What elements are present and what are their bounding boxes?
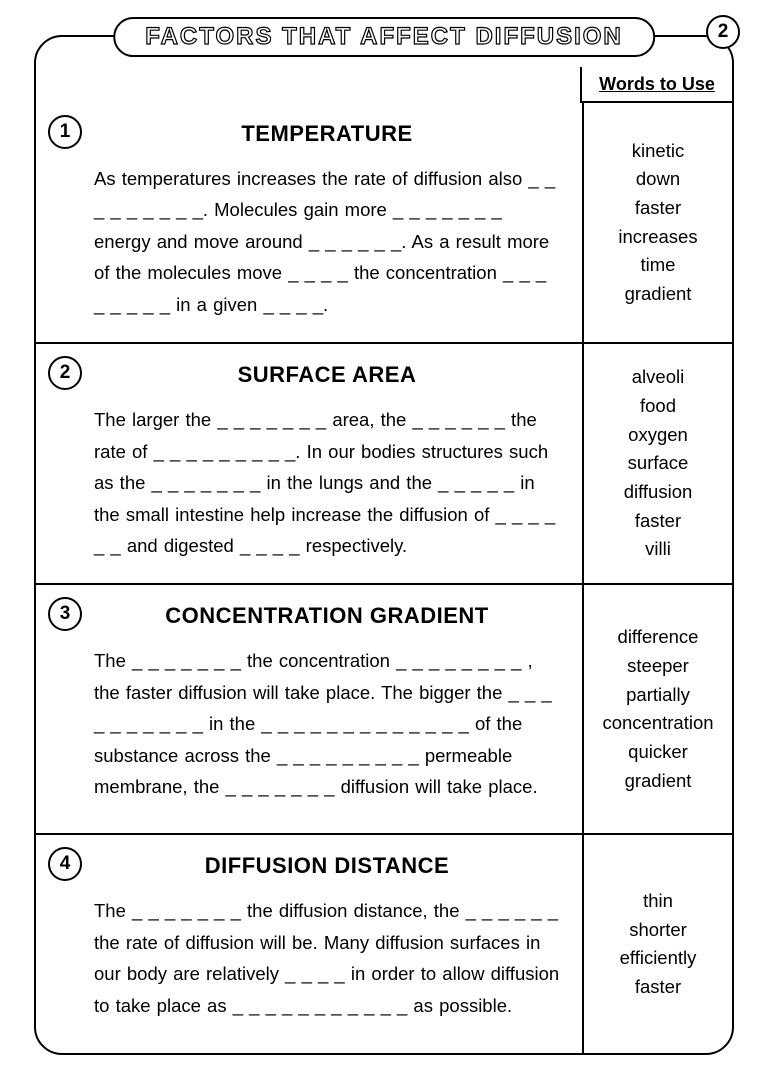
word: concentration xyxy=(602,709,713,738)
section-body: The larger the _ _ _ _ _ _ _ area, the _… xyxy=(94,404,560,561)
word: surface xyxy=(628,449,689,478)
section-body: As temperatures increases the rate of di… xyxy=(94,163,560,320)
section-row: 2 SURFACE AREA The larger the _ _ _ _ _ … xyxy=(36,344,732,585)
worksheet-title: FACTORS THAT AFFECT DIFFUSION xyxy=(145,23,623,50)
words-to-use-header-row: Words to Use xyxy=(36,67,732,103)
section-content: 3 CONCENTRATION GRADIENT The _ _ _ _ _ _… xyxy=(36,585,582,833)
words-cell: kinetic down faster increases time gradi… xyxy=(582,103,732,342)
word: quicker xyxy=(628,738,688,767)
section-body: The _ _ _ _ _ _ _ the diffusion distance… xyxy=(94,895,560,1021)
word: oxygen xyxy=(628,421,688,450)
word: faster xyxy=(635,507,681,536)
word: down xyxy=(636,165,680,194)
section-title: CONCENTRATION GRADIENT xyxy=(94,603,560,629)
word: difference xyxy=(618,623,699,652)
word: villi xyxy=(645,535,671,564)
words-cell: difference steeper partially concentrati… xyxy=(582,585,732,833)
section-body: The _ _ _ _ _ _ _ the concentration _ _ … xyxy=(94,645,560,802)
word: gradient xyxy=(625,767,692,796)
word: partially xyxy=(626,681,690,710)
word: faster xyxy=(635,973,681,1002)
section-number: 4 xyxy=(48,847,82,881)
section-content: 2 SURFACE AREA The larger the _ _ _ _ _ … xyxy=(36,344,582,583)
word: alveoli xyxy=(632,363,684,392)
word: time xyxy=(641,251,676,280)
section-number: 2 xyxy=(48,356,82,390)
section-title: DIFFUSION DISTANCE xyxy=(94,853,560,879)
section-title: SURFACE AREA xyxy=(94,362,560,388)
word: food xyxy=(640,392,676,421)
word: faster xyxy=(635,194,681,223)
section-number: 3 xyxy=(48,597,82,631)
section-content: 1 TEMPERATURE As temperatures increases … xyxy=(36,103,582,342)
section-row: 1 TEMPERATURE As temperatures increases … xyxy=(36,103,732,344)
word: steeper xyxy=(627,652,689,681)
worksheet-title-pill: FACTORS THAT AFFECT DIFFUSION xyxy=(113,17,655,57)
words-cell: thin shorter efficiently faster xyxy=(582,835,732,1053)
header-spacer xyxy=(36,67,580,103)
word: kinetic xyxy=(632,137,684,166)
section-row: 3 CONCENTRATION GRADIENT The _ _ _ _ _ _… xyxy=(36,585,732,835)
worksheet-frame: FACTORS THAT AFFECT DIFFUSION Words to U… xyxy=(34,35,734,1055)
word: efficiently xyxy=(620,944,697,973)
word: diffusion xyxy=(624,478,693,507)
section-content: 4 DIFFUSION DISTANCE The _ _ _ _ _ _ _ t… xyxy=(36,835,582,1053)
word: increases xyxy=(618,223,697,252)
words-cell: alveoli food oxygen surface diffusion fa… xyxy=(582,344,732,583)
section-row: 4 DIFFUSION DISTANCE The _ _ _ _ _ _ _ t… xyxy=(36,835,732,1053)
section-title: TEMPERATURE xyxy=(94,121,560,147)
words-to-use-header: Words to Use xyxy=(580,67,732,103)
section-number: 1 xyxy=(48,115,82,149)
word: thin xyxy=(643,887,673,916)
word: shorter xyxy=(629,916,687,945)
word: gradient xyxy=(625,280,692,309)
worksheet-grid: Words to Use 1 TEMPERATURE As temperatur… xyxy=(36,67,732,1053)
page-number: 2 xyxy=(706,15,740,49)
